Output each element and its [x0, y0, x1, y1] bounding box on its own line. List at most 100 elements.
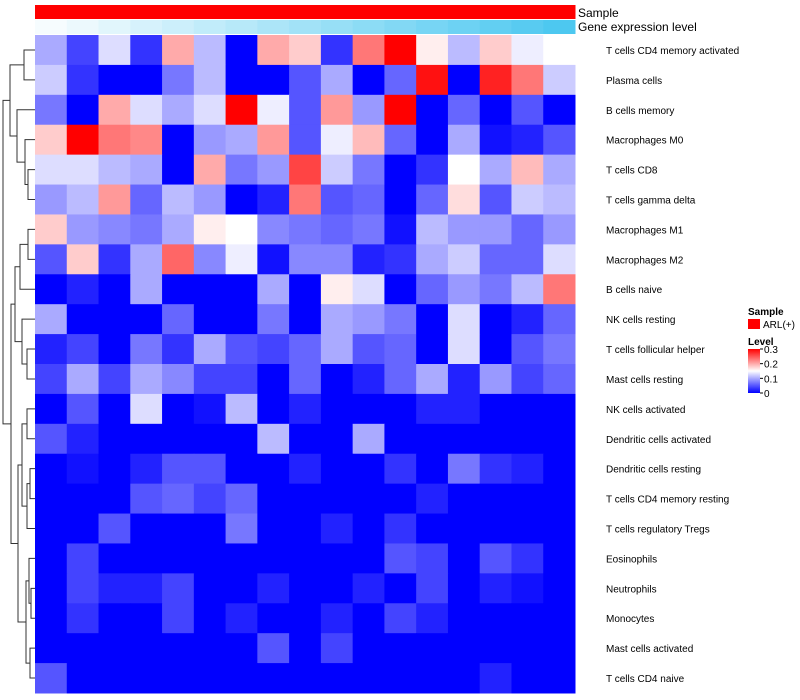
- heatmap-cell: [320, 154, 354, 186]
- heatmap-cell: [447, 663, 481, 694]
- heatmap-cell: [66, 663, 100, 694]
- heatmap-cell: [543, 35, 576, 66]
- heatmap-cell: [225, 483, 258, 515]
- heatmap-cell: [66, 244, 100, 275]
- heatmap-cell: [162, 453, 195, 485]
- heatmap-cell: [543, 64, 576, 96]
- heatmap-cell: [66, 124, 100, 156]
- heatmap-cell: [352, 124, 385, 156]
- sample-track-cell: [225, 5, 258, 19]
- heatmap-cell: [98, 663, 131, 694]
- heatmap-cell: [257, 244, 290, 275]
- heatmap-cell: [447, 334, 481, 365]
- heatmap-cell: [225, 663, 258, 694]
- heatmap-cell: [35, 64, 68, 96]
- level-tick-label: 0.2: [764, 360, 778, 371]
- heatmap-cell: [66, 304, 100, 335]
- heatmap-cell: [543, 423, 576, 455]
- heatmap-cell: [130, 423, 163, 455]
- heatmap-cell: [130, 364, 163, 395]
- heatmap-cell: [98, 483, 131, 515]
- heatmap-cell: [35, 184, 68, 215]
- heatmap-cell: [289, 184, 322, 215]
- row-label: Neutrophils: [606, 584, 657, 595]
- heatmap-cell: [352, 453, 385, 485]
- heatmap-cell: [130, 274, 163, 305]
- heatmap-cell: [225, 154, 258, 186]
- heatmap-cell: [130, 453, 163, 485]
- gene-expression-track-cell: [162, 20, 195, 34]
- heatmap-cell: [193, 124, 227, 156]
- heatmap-cell: [225, 304, 258, 335]
- heatmap-cell: [225, 603, 258, 634]
- heatmap-cell: [479, 64, 512, 96]
- heatmap-cell: [416, 304, 449, 335]
- heatmap-cell: [257, 124, 290, 156]
- heatmap-cell: [384, 184, 417, 215]
- heatmap-cell: [352, 393, 385, 425]
- heatmap-cell: [35, 94, 68, 126]
- heatmap-cell: [479, 94, 512, 126]
- heatmap-cell: [225, 35, 258, 66]
- heatmap-cell: [289, 603, 322, 634]
- heatmap-cell: [257, 663, 290, 694]
- heatmap-cell: [193, 364, 227, 395]
- sample-track-cell: [98, 5, 131, 19]
- heatmap-cell: [543, 633, 576, 664]
- row-label: Dendritic cells activated: [606, 435, 711, 446]
- heatmap-cell: [162, 35, 195, 66]
- heatmap-cell: [257, 573, 290, 604]
- heatmap-cell: [416, 214, 449, 245]
- gene-expression-track-cell: [447, 20, 481, 34]
- level-tick-label: 0.3: [764, 345, 778, 356]
- heatmap-cell: [511, 214, 544, 245]
- heatmap-cell: [352, 573, 385, 604]
- dendrogram-branch: [28, 557, 35, 604]
- heatmap-cell: [479, 35, 512, 66]
- heatmap-cell: [162, 334, 195, 365]
- heatmap-cell: [35, 543, 68, 574]
- heatmap-cell: [225, 94, 258, 126]
- level-tick-label: 0.1: [764, 374, 778, 385]
- heatmap-cell: [35, 124, 68, 156]
- heatmap-cell: [66, 573, 100, 604]
- heatmap-cell: [511, 483, 544, 515]
- heatmap-cell: [130, 603, 163, 634]
- heatmap-cell: [98, 393, 131, 425]
- heatmap-cell: [447, 543, 481, 574]
- heatmap-cells: [35, 35, 576, 694]
- heatmap-cell: [35, 483, 68, 515]
- heatmap-cell: [543, 364, 576, 395]
- heatmap-cell: [447, 244, 481, 275]
- heatmap-cell: [130, 35, 163, 66]
- heatmap-cell: [225, 364, 258, 395]
- row-label: T cells CD8: [606, 166, 658, 177]
- legend-sample-entry: ARL(+): [763, 320, 795, 331]
- gene-expression-track-cell: [257, 20, 290, 34]
- heatmap-cell: [35, 663, 68, 694]
- heatmap-cell: [130, 513, 163, 544]
- heatmap-cell: [479, 483, 512, 515]
- legend-sample-title: Sample: [748, 307, 784, 318]
- sample-track-cell: [257, 5, 290, 19]
- heatmap-cell: [543, 154, 576, 186]
- row-label: T cells gamma delta: [606, 196, 696, 207]
- heatmap-cell: [447, 393, 481, 425]
- heatmap-cell: [257, 274, 290, 305]
- heatmap-cell: [384, 214, 417, 245]
- heatmap-cell: [320, 184, 354, 215]
- heatmap-cell: [98, 334, 131, 365]
- heatmap-cell: [511, 64, 544, 96]
- heatmap-cell: [416, 35, 449, 66]
- heatmap-cell: [416, 184, 449, 215]
- heatmap-cell: [193, 184, 227, 215]
- heatmap-cell: [98, 573, 131, 604]
- dendrogram-branch: [24, 139, 35, 186]
- heatmap-cell: [225, 393, 258, 425]
- heatmap-cell: [257, 64, 290, 96]
- heatmap-cell: [257, 304, 290, 335]
- heatmap-cell: [289, 214, 322, 245]
- heatmap-cell: [289, 633, 322, 664]
- heatmap-cell: [225, 453, 258, 485]
- heatmap-cell: [35, 35, 68, 66]
